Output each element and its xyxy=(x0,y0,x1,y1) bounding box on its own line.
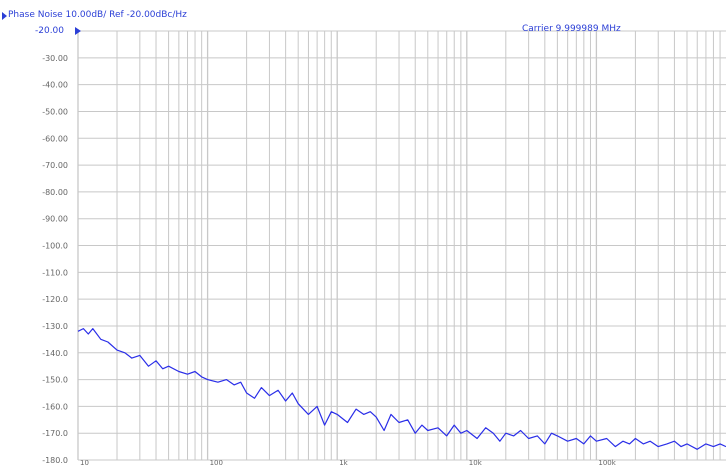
y-tick-label: -50.00 xyxy=(42,107,68,116)
y-tick-label: -180.0 xyxy=(42,456,68,465)
trace-indicator-icon xyxy=(2,12,7,20)
y-tick-label: -60.00 xyxy=(42,134,68,143)
y-tick-label: -100.0 xyxy=(42,242,68,251)
x-tick-label: 100 xyxy=(210,459,223,466)
x-tick-label: 100k xyxy=(598,459,616,466)
y-tick-label: -160.0 xyxy=(42,402,68,411)
y-tick-label: -130.0 xyxy=(42,322,68,331)
carrier-frequency: Carrier 9.999989 MHz xyxy=(522,24,621,34)
y-tick-label: -30.00 xyxy=(42,54,68,63)
y-tick-label: -110.0 xyxy=(42,268,68,277)
y-axis-tick-labels: -30.00 -40.00 -50.00 -60.00 -70.00 -80.00 -90.… xyxy=(42,54,68,465)
reference-marker-icon xyxy=(75,27,81,35)
grid xyxy=(77,30,726,461)
y-tick-label: -80.00 xyxy=(42,188,68,197)
y-tick-label: -90.00 xyxy=(42,215,68,224)
reference-value: -20.00 xyxy=(35,26,65,36)
y-tick-label: -170.0 xyxy=(42,429,68,438)
x-tick-label: 10 xyxy=(80,459,89,466)
y-tick-label: -70.00 xyxy=(42,161,68,170)
trace-label[interactable]: Phase Noise 10.00dB/ Ref -20.00dBc/Hz xyxy=(8,10,187,20)
y-tick-label: -150.0 xyxy=(42,376,68,385)
x-tick-label: 10k xyxy=(469,459,483,466)
y-tick-label: -120.0 xyxy=(42,295,68,304)
x-tick-label: 1k xyxy=(339,459,348,466)
trace-series xyxy=(77,328,726,450)
y-tick-label: -140.0 xyxy=(42,349,68,358)
x-axis-tick-labels: 101001k10k100k1M xyxy=(80,459,617,466)
phase-noise-trace xyxy=(77,328,726,450)
y-tick-label: -40.00 xyxy=(42,81,68,90)
